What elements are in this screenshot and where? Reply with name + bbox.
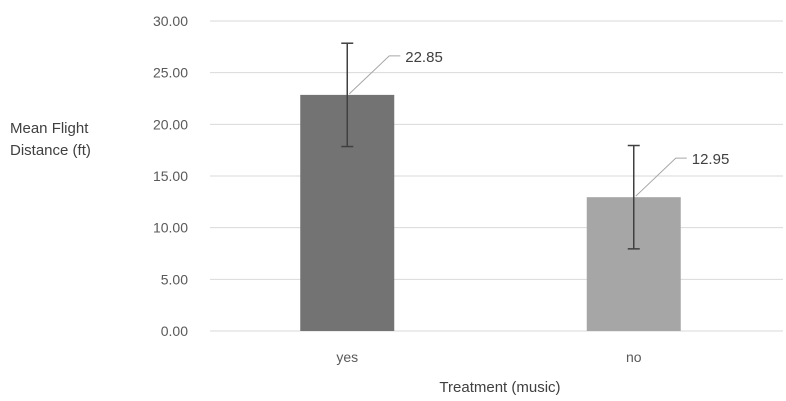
data-label-no: 12.95 xyxy=(692,151,730,168)
y-tick-label: 30.00 xyxy=(153,13,188,29)
x-tick-labels: yes no xyxy=(336,349,641,365)
y-tick-label: 0.00 xyxy=(161,323,188,339)
y-axis-title: Mean Flight Distance (ft) xyxy=(10,118,140,162)
bars xyxy=(300,94,681,331)
x-axis-title: Treatment (music) xyxy=(439,379,560,396)
error-bars xyxy=(341,42,640,250)
y-axis-title-line-2: Distance (ft) xyxy=(10,142,91,159)
gridlines xyxy=(210,20,783,332)
y-tick-label: 5.00 xyxy=(161,271,188,287)
y-axis-title-line-1: Mean Flight xyxy=(10,120,89,137)
x-tick-label-yes: yes xyxy=(336,349,358,365)
data-label-yes: 22.85 xyxy=(405,49,443,66)
y-tick-label: 10.00 xyxy=(153,220,188,236)
data-label-leader xyxy=(635,157,687,197)
error-bar-yes xyxy=(341,42,354,148)
y-tick-label: 15.00 xyxy=(153,168,188,184)
y-tick-labels: 0.00 5.00 10.00 15.00 20.00 25.00 30.00 xyxy=(153,13,188,339)
data-labels: 22.85 12.95 xyxy=(348,49,730,197)
y-tick-label: 20.00 xyxy=(153,116,188,132)
data-label-leader xyxy=(348,55,401,95)
y-tick-label: 25.00 xyxy=(153,65,188,81)
x-tick-label-no: no xyxy=(626,349,642,365)
error-bar-no xyxy=(627,144,640,250)
